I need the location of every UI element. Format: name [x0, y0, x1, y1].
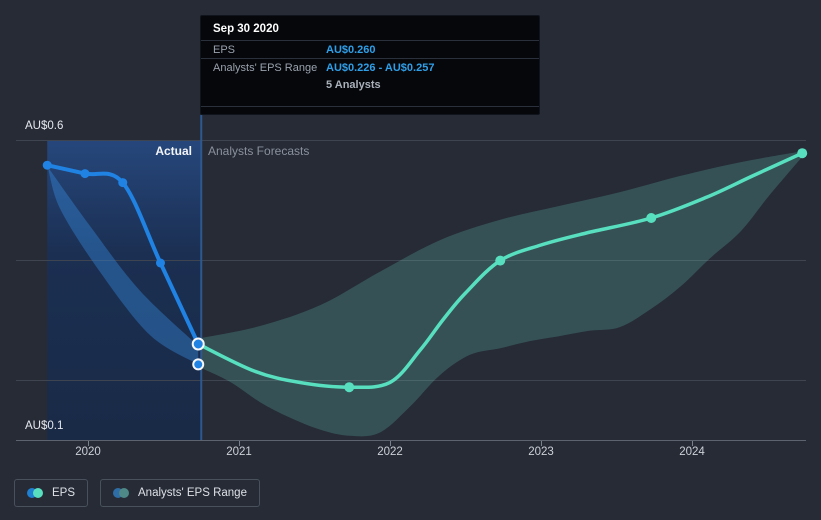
tooltip-analyst-count: 5 Analysts [326, 78, 381, 91]
tooltip-eps-label: EPS [213, 43, 236, 56]
actual-zone-label: Actual [155, 144, 192, 158]
y-axis-label-top: AU$0.6 [25, 120, 64, 132]
actual-data-point-marker[interactable] [155, 258, 165, 268]
tooltip: Sep 30 2020 EPS AU$0.260 Analysts' EPS R… [200, 15, 540, 115]
forecast-range-band [201, 150, 806, 437]
tooltip-eps-value: AU$0.260 [326, 43, 376, 56]
x-axis-label: 2022 [377, 446, 403, 458]
eps-legend-dot-blue-icon [27, 488, 37, 498]
legend-item-label: Analysts' EPS Range [138, 487, 247, 499]
legend: EPS Analysts' EPS Range [14, 479, 260, 507]
actual-data-point-marker[interactable] [118, 178, 128, 188]
selected-data-point[interactable] [191, 337, 205, 351]
range-legend-dot-blue-icon [113, 488, 124, 498]
tooltip-row-analysts: 5 Analysts [201, 76, 539, 93]
actual-data-point-marker[interactable] [80, 169, 90, 179]
x-axis-label: 2024 [679, 446, 705, 458]
forecast-data-point-marker[interactable] [646, 213, 657, 223]
legend-item-analysts-eps-range[interactable]: Analysts' EPS Range [100, 479, 260, 507]
actual-period-highlight [47, 140, 202, 440]
range-legend-dot-teal-icon [119, 488, 130, 498]
tooltip-separator [201, 58, 539, 59]
y-axis-label-bottom: AU$0.1 [25, 420, 64, 432]
tooltip-separator [201, 40, 539, 41]
eps-actual-line [45, 163, 201, 346]
tooltip-footer [201, 107, 539, 114]
forecast-data-point-marker[interactable] [344, 382, 355, 393]
forecast-data-point-marker[interactable] [797, 148, 808, 159]
actual-range-band [48, 168, 199, 365]
tooltip-spacer [201, 93, 539, 106]
legend-item-label: EPS [52, 487, 76, 499]
tooltip-title: Sep 30 2020 [213, 23, 279, 35]
tooltip-range-value: AU$0.226 - AU$0.257 [326, 61, 435, 74]
x-axis-label: 2020 [75, 446, 101, 458]
eps-forecast-line [196, 151, 804, 390]
tooltip-range-label: Analysts' EPS Range [213, 61, 318, 74]
legend-item-eps[interactable]: EPS [14, 479, 89, 507]
eps-legend-dot-teal-icon [33, 488, 43, 498]
forecast-zone-label: Analysts Forecasts [208, 144, 310, 158]
x-axis-label: 2023 [528, 446, 554, 458]
selected-range-low-point[interactable] [192, 358, 205, 371]
tooltip-row-eps: EPS AU$0.260 [201, 41, 539, 58]
tooltip-separator [201, 106, 539, 107]
actual-data-point-marker[interactable] [42, 160, 52, 170]
forecast-data-point-marker[interactable] [495, 255, 506, 266]
tooltip-row-range: Analysts' EPS Range AU$0.226 - AU$0.257 [201, 59, 539, 76]
x-axis-label: 2021 [226, 446, 252, 458]
